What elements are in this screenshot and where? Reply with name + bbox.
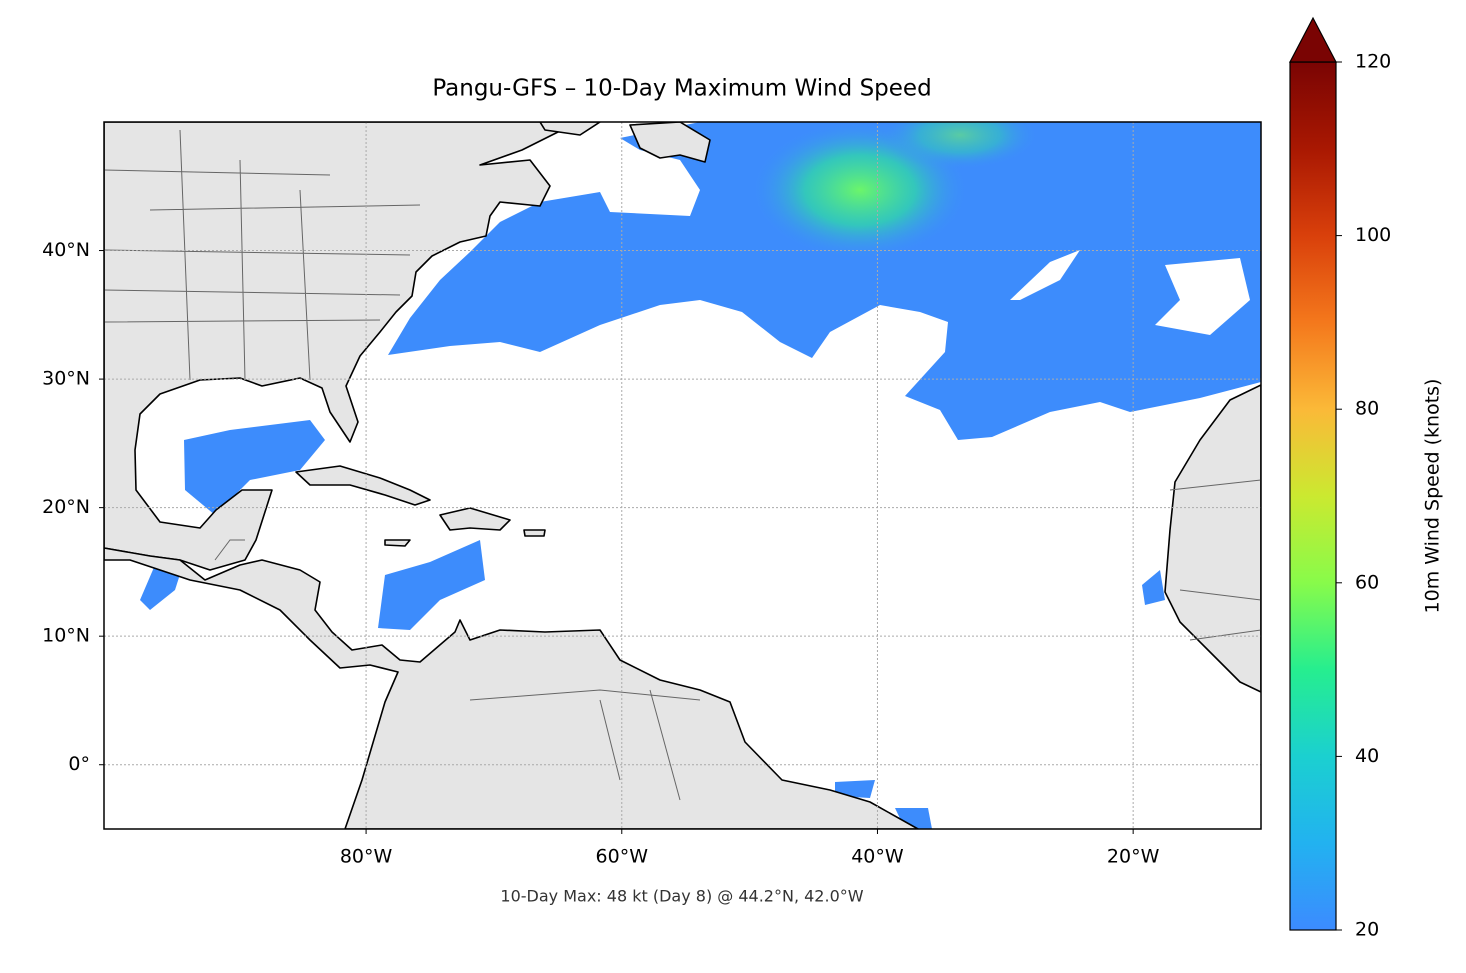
chart-title: Pangu-GFS – 10-Day Maximum Wind Speed bbox=[432, 76, 931, 102]
y-tick-label: 0° bbox=[68, 753, 90, 775]
annotation: 10-Day Max: 48 kt (Day 8) @ 44.2°N, 42.0… bbox=[500, 887, 863, 906]
x-tick-label: 20°W bbox=[1107, 846, 1160, 868]
colorbar-tick-label: 20 bbox=[1355, 919, 1379, 941]
y-tick-label: 30°N bbox=[42, 368, 90, 390]
y-tick-label: 10°N bbox=[42, 625, 90, 647]
colorbar-label: 10m Wind Speed (knots) bbox=[1422, 379, 1444, 614]
map bbox=[104, 122, 1261, 829]
colorbar-tick-label: 100 bbox=[1355, 224, 1391, 246]
colorbar bbox=[1289, 61, 1337, 931]
colorbar-tick-label: 40 bbox=[1355, 745, 1379, 767]
colorbar-tick-label: 80 bbox=[1355, 398, 1379, 420]
colorbar-extend bbox=[1289, 16, 1337, 63]
x-tick-label: 60°W bbox=[596, 846, 649, 868]
colorbar-tick-label: 60 bbox=[1355, 571, 1379, 593]
colorbar-tick-label: 120 bbox=[1355, 51, 1391, 73]
map-frame bbox=[103, 121, 1262, 830]
x-tick-label: 40°W bbox=[851, 846, 904, 868]
y-tick-label: 40°N bbox=[42, 239, 90, 261]
y-tick-label: 20°N bbox=[42, 496, 90, 518]
x-tick-label: 80°W bbox=[340, 846, 393, 868]
